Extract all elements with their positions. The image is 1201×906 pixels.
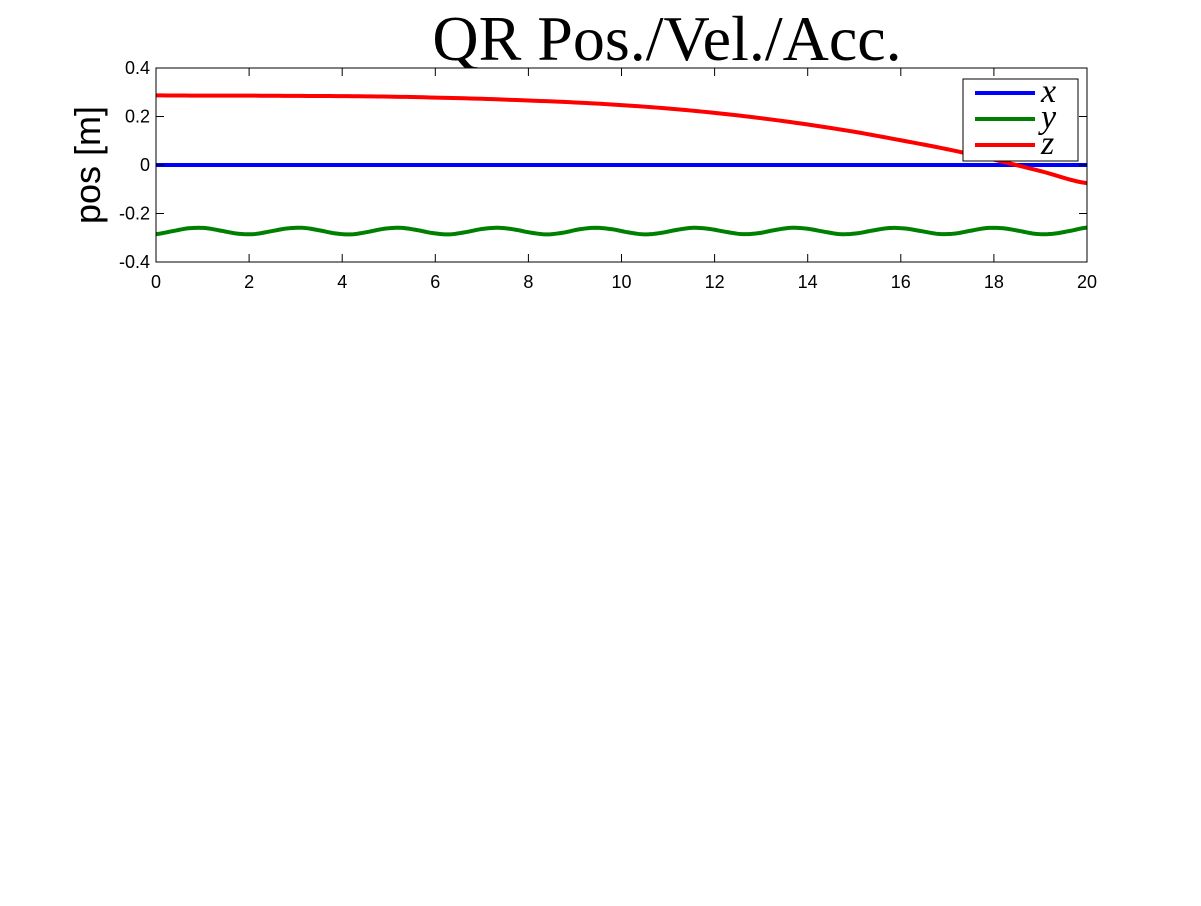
x-tick-label: 18 — [984, 272, 1004, 292]
axes-box — [155, 67, 1088, 263]
y-tick-label: 0.4 — [125, 58, 150, 78]
x-tick-label: 0 — [151, 272, 161, 292]
x-tick-label: 14 — [798, 272, 818, 292]
x-tick-label: 16 — [891, 272, 911, 292]
chart-title: QR Pos./Vel./Acc. — [432, 3, 901, 74]
y-tick-label: 0.2 — [125, 107, 150, 127]
x-tick-label: 12 — [705, 272, 725, 292]
x-tick-label: 2 — [244, 272, 254, 292]
x-tick-label: 20 — [1077, 272, 1097, 292]
legend-label-z: z — [1040, 125, 1054, 162]
series-line-z — [156, 93, 1087, 186]
series-line-y — [156, 225, 1087, 237]
legend-label-x: x — [1040, 73, 1056, 110]
axis-layer: 0 2 4 6 8 10 12 14 16 18 20 -0.4 -0.2 0 0.2 0.4 — [119, 58, 1097, 292]
x-tick-label: 8 — [523, 272, 533, 292]
y-tick-label: -0.2 — [119, 204, 150, 224]
legend: x y z — [962, 73, 1079, 162]
y-axis-label: pos [m] — [67, 106, 108, 224]
y-tick-label: 0 — [140, 155, 150, 175]
legend-label-y: y — [1038, 99, 1057, 136]
x-tick-label: 6 — [430, 272, 440, 292]
series-layer — [156, 93, 1087, 237]
x-tick-label: 10 — [611, 272, 631, 292]
y-tick-label: -0.4 — [119, 252, 150, 272]
x-tick-label: 4 — [337, 272, 347, 292]
